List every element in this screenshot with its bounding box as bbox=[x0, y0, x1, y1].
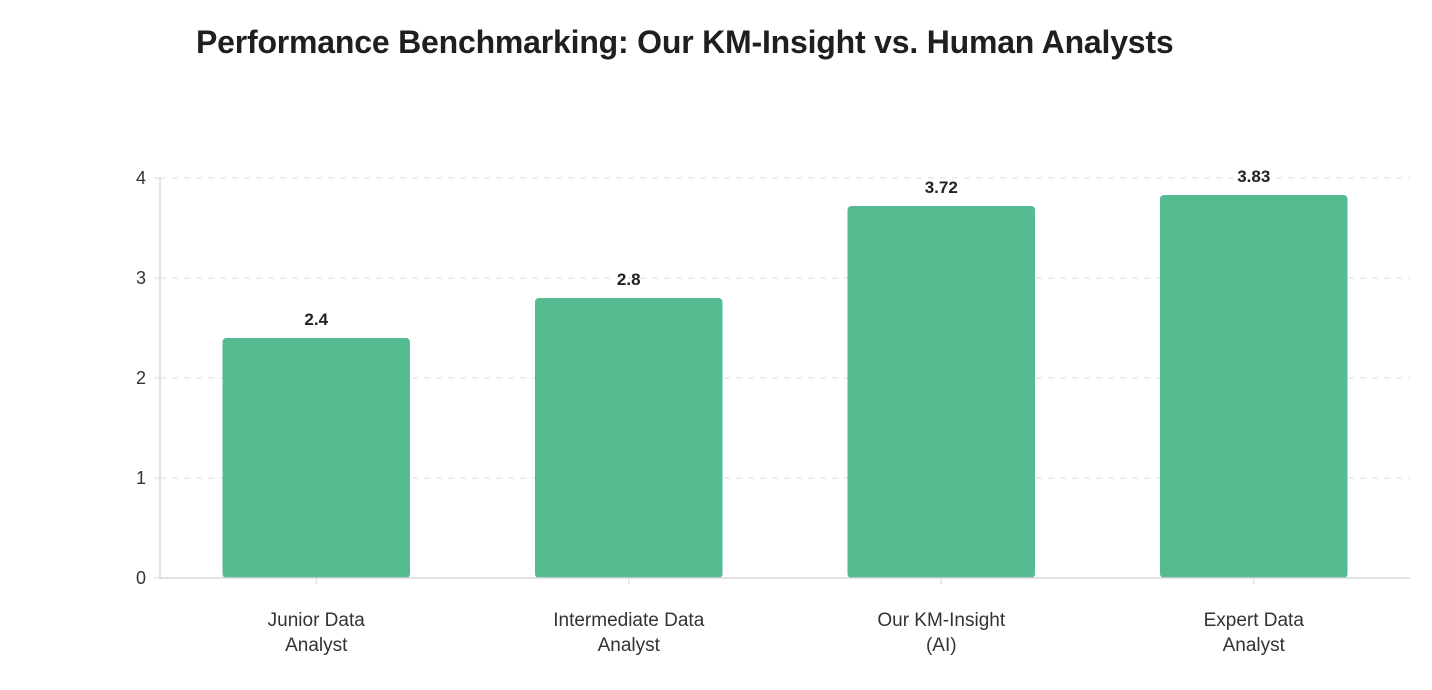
y-tick-label: 3 bbox=[136, 268, 146, 288]
y-tick-label: 4 bbox=[136, 168, 146, 188]
x-category-label: Analyst bbox=[285, 635, 348, 656]
axes bbox=[154, 177, 1410, 584]
labels: 0 1 2 3 4 2.4 Junior Data Analyst 2.8 Intermediat… bbox=[136, 167, 1304, 656]
chart-title: Performance Benchmarking: Our KM-Insight… bbox=[196, 24, 1174, 60]
y-tick-label: 0 bbox=[136, 568, 146, 588]
x-category-label: Expert Data bbox=[1204, 610, 1305, 631]
bar-value-label: 3.72 bbox=[925, 178, 958, 197]
x-category-label: Intermediate Data bbox=[553, 610, 704, 631]
y-tick-label: 2 bbox=[136, 368, 146, 388]
x-category-label: Analyst bbox=[598, 635, 661, 656]
bar bbox=[1160, 195, 1348, 578]
y-tick-label: 1 bbox=[136, 468, 146, 488]
x-category-label: (AI) bbox=[926, 635, 957, 656]
bars bbox=[222, 195, 1348, 578]
bar bbox=[222, 338, 410, 578]
x-category-label: Analyst bbox=[1223, 635, 1286, 656]
bar-value-label: 2.4 bbox=[304, 310, 328, 329]
bar-value-label: 3.83 bbox=[1237, 167, 1270, 186]
x-category-label: Our KM-Insight bbox=[877, 610, 1005, 631]
bar bbox=[847, 206, 1035, 578]
bar bbox=[535, 298, 723, 578]
x-category-label: Junior Data bbox=[268, 610, 366, 631]
bar-value-label: 2.8 bbox=[617, 270, 641, 289]
